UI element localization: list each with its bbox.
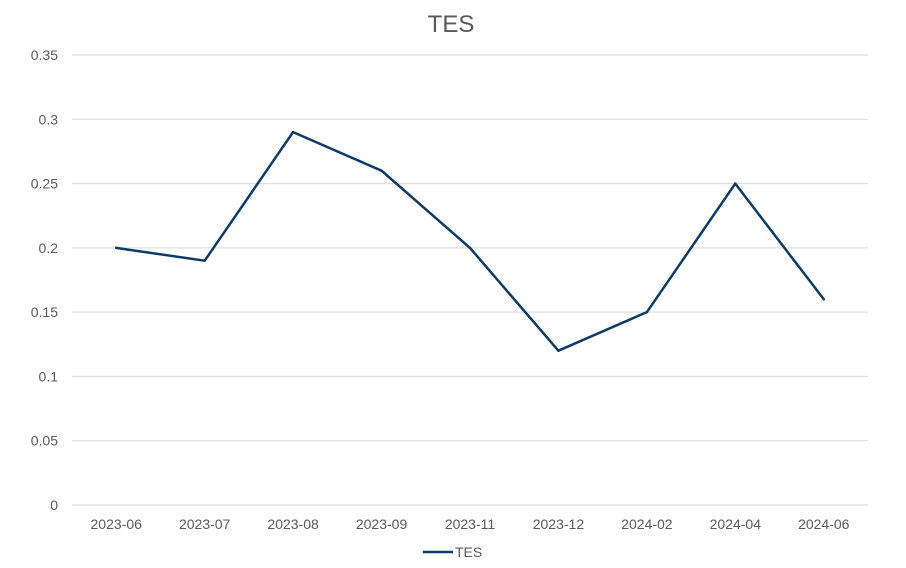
data-point [115, 246, 118, 250]
data-point [557, 349, 560, 352]
x-tick-label: 2023-11 [445, 516, 496, 532]
x-tick-label: 2023-07 [179, 516, 231, 532]
legend-label: TES [455, 544, 482, 560]
y-tick-label: 0.35 [31, 47, 58, 63]
x-tick-label: 2023-12 [533, 516, 585, 532]
data-point [734, 182, 737, 185]
series-line [114, 130, 826, 352]
y-tick-label: 0.25 [31, 176, 58, 192]
x-tick-label: 2023-06 [91, 516, 143, 532]
y-tick-label: 0.3 [39, 111, 59, 127]
data-point [291, 130, 295, 134]
x-tick-label: 2023-09 [356, 516, 408, 532]
data-point [468, 246, 472, 250]
x-tick-label: 2024-06 [798, 516, 850, 532]
x-axis-ticks: 2023-06 2023-07 2023-08 2023-09 2023-11 2023-… [91, 516, 850, 532]
y-tick-label: 0.05 [31, 433, 58, 449]
x-tick-label: 2023-08 [267, 516, 319, 532]
data-point [645, 310, 649, 314]
gridlines [72, 54, 868, 506]
series-layer [114, 130, 826, 352]
y-axis-ticks: 0 0.05 0.1 0.15 0.2 0.25 0.3 0.35 [31, 47, 58, 513]
data-point [822, 298, 825, 301]
legend: TES [423, 544, 482, 560]
y-tick-label: 0.1 [39, 368, 59, 384]
x-tick-label: 2024-02 [621, 516, 673, 532]
y-tick-label: 0 [50, 497, 58, 513]
y-tick-label: 0.15 [31, 304, 58, 320]
data-point [203, 259, 206, 262]
data-point [380, 169, 383, 172]
x-tick-label: 2024-04 [710, 516, 762, 532]
y-tick-label: 0.2 [39, 240, 59, 256]
chart-title: TES [428, 11, 475, 38]
